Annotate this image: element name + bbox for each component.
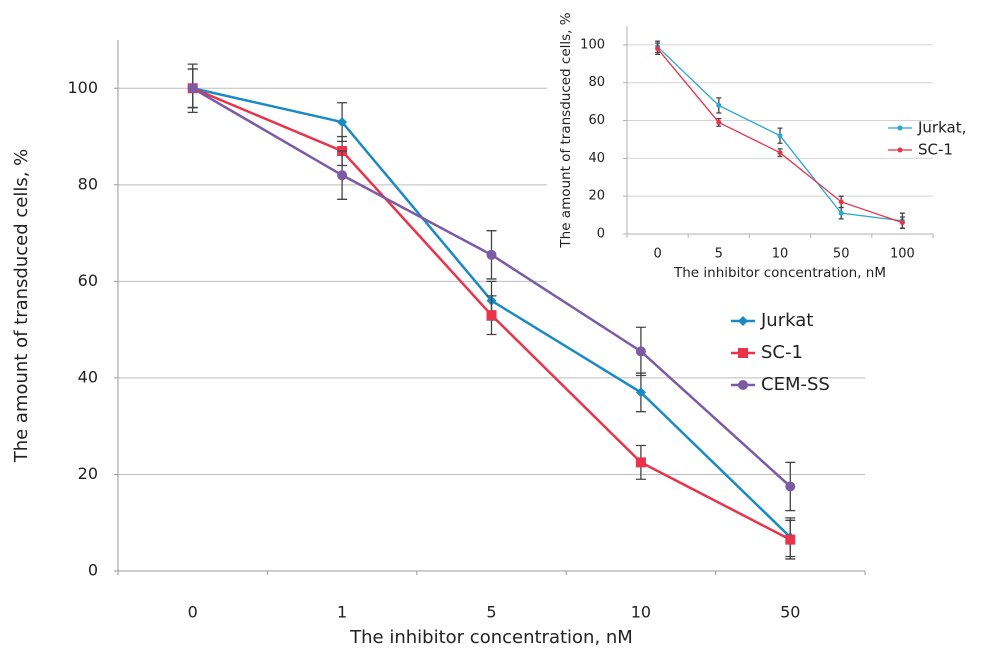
y-tick-label: 40 — [78, 367, 98, 386]
marker — [838, 210, 844, 216]
marker — [777, 150, 783, 156]
legend-marker — [897, 147, 903, 153]
legend-label: Jurkat — [760, 310, 813, 331]
legend-marker — [738, 380, 748, 390]
y-tick-label: 40 — [588, 151, 605, 166]
marker — [635, 346, 646, 357]
legend-label: Jurkat, — [917, 119, 966, 137]
y-tick-label: 60 — [78, 271, 98, 290]
legend-label: SC-1 — [918, 141, 953, 159]
marker — [486, 310, 497, 321]
legend-label: CEM-SS — [761, 374, 830, 395]
marker — [716, 102, 722, 108]
marker — [899, 220, 905, 226]
x-tick-label: 10 — [631, 603, 651, 622]
marker — [337, 170, 348, 181]
x-tick-label: 50 — [833, 247, 850, 262]
marker — [838, 199, 844, 205]
x-tick-label: 0 — [653, 247, 661, 262]
y-tick-label: 0 — [88, 561, 98, 580]
marker — [785, 534, 796, 545]
marker — [635, 387, 646, 398]
y-tick-label: 80 — [588, 75, 605, 90]
marker — [655, 46, 661, 52]
x-tick-label: 100 — [890, 247, 915, 262]
y-tick-label: 80 — [78, 174, 98, 193]
y-tick-label: 20 — [78, 464, 98, 483]
x-tick-label: 5 — [486, 603, 496, 622]
marker — [716, 119, 722, 125]
x-axis-title: The inhibitor concentration, nM — [349, 627, 633, 648]
marker — [785, 481, 796, 492]
y-axis-title: The amount of transduced cells, % — [11, 149, 32, 464]
x-tick-label: 50 — [780, 603, 800, 622]
y-tick-label: 0 — [597, 227, 605, 242]
y-tick-label: 20 — [588, 189, 605, 204]
x-tick-label: 1 — [337, 603, 347, 622]
legend-marker — [897, 125, 903, 131]
marker — [187, 83, 198, 94]
x-axis-title: The inhibitor concentration, nM — [673, 265, 886, 281]
y-tick-label: 100 — [580, 37, 605, 52]
y-tick-label: 60 — [588, 113, 605, 128]
legend-label: SC-1 — [761, 342, 803, 363]
marker — [486, 249, 497, 260]
y-tick-label: 100 — [67, 78, 98, 97]
x-tick-label: 5 — [715, 247, 723, 262]
marker — [337, 117, 348, 128]
inset-background — [547, 0, 992, 285]
x-tick-label: 0 — [188, 603, 198, 622]
legend-marker — [738, 348, 748, 358]
marker — [635, 457, 646, 468]
y-axis-title: The amount of transduced cells, % — [558, 12, 574, 248]
legend-marker — [738, 316, 748, 326]
marker — [777, 133, 783, 139]
x-tick-label: 10 — [772, 247, 789, 262]
